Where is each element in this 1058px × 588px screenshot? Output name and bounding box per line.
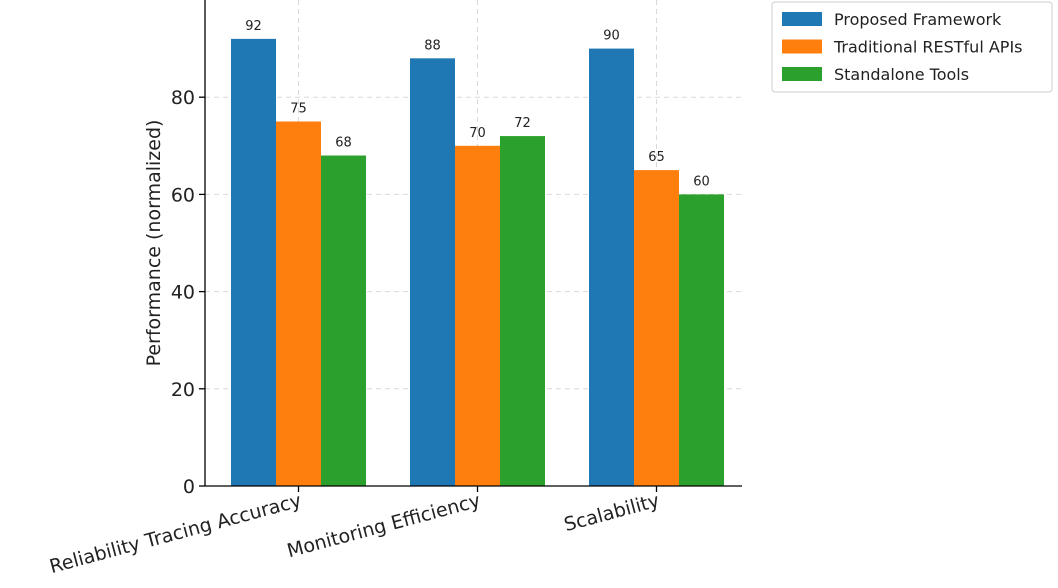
x-tick-label: Monitoring Efficiency	[285, 490, 483, 563]
data-label: 92	[245, 19, 262, 34]
bar	[276, 121, 321, 486]
legend-entry: Traditional RESTful APIs	[833, 38, 1023, 57]
axes-layer	[199, 0, 742, 492]
bar	[634, 170, 679, 486]
legend-swatch	[782, 67, 822, 81]
legend-swatch	[782, 39, 822, 54]
y-tick-label: 80	[171, 87, 195, 109]
legend-swatch	[782, 12, 822, 26]
bar	[321, 155, 366, 486]
y-tick-label: 20	[171, 379, 195, 401]
legend-box	[771, 1, 1053, 93]
data-label: 70	[469, 126, 486, 141]
y-tick-label: 60	[171, 184, 195, 206]
data-label: 65	[648, 150, 665, 165]
legend-entry: Standalone Tools	[834, 65, 969, 84]
x-tick-label: Reliability Tracing Accuracy	[47, 490, 304, 578]
legend-entry: Proposed Framework	[834, 10, 1002, 29]
bar	[231, 38, 276, 486]
data-label: 88	[424, 38, 441, 53]
x-tick-label: Scalability	[562, 490, 662, 537]
data-label: 75	[290, 102, 307, 117]
y-tick-label: 0	[183, 476, 195, 498]
data-label: 60	[693, 174, 710, 189]
bar	[410, 58, 455, 486]
bar	[589, 48, 634, 486]
y-axis-label: Performance (normalized)	[143, 120, 165, 367]
bar	[679, 194, 724, 486]
data-label: 90	[603, 29, 620, 44]
bar	[455, 145, 500, 487]
bars-layer	[231, 38, 724, 487]
bar	[500, 136, 545, 486]
data-label: 68	[335, 136, 352, 151]
data-label: 72	[514, 116, 531, 131]
y-tick-label: 40	[171, 282, 195, 304]
legend: Proposed Framework Traditional RESTful AP…	[771, 1, 1053, 93]
